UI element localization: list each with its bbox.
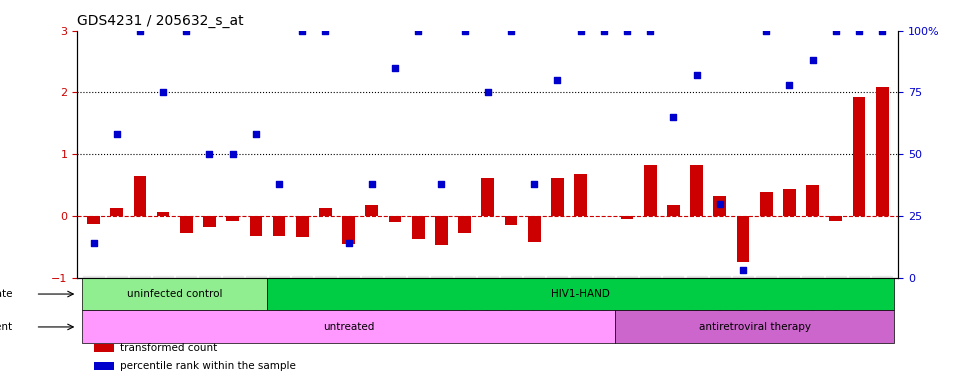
Bar [180, 216, 192, 233]
Bar [853, 98, 866, 216]
Bar [574, 174, 587, 216]
Point [202, 151, 217, 157]
Point [550, 77, 565, 83]
FancyBboxPatch shape [268, 278, 894, 311]
Point [781, 82, 797, 88]
Bar [737, 216, 750, 262]
Bar [365, 205, 379, 216]
Point [86, 240, 101, 246]
Point [874, 28, 890, 34]
Text: HIV1-HAND: HIV1-HAND [552, 289, 611, 299]
Bar [249, 216, 262, 236]
FancyBboxPatch shape [82, 278, 268, 311]
Bar [504, 216, 518, 225]
Point [596, 28, 611, 34]
Bar [272, 216, 286, 236]
Text: uninfected control: uninfected control [127, 289, 222, 299]
Bar [388, 216, 402, 222]
Text: agent: agent [0, 322, 13, 332]
Point [805, 57, 820, 63]
Point [712, 200, 727, 207]
Bar [690, 165, 703, 216]
Text: percentile rank within the sample: percentile rank within the sample [120, 361, 296, 371]
Text: disease state: disease state [0, 289, 13, 299]
Point [295, 28, 310, 34]
Bar [94, 362, 114, 371]
Bar [527, 216, 541, 242]
Bar [458, 216, 471, 233]
Point [156, 89, 171, 96]
Bar [87, 216, 99, 224]
Bar [667, 205, 680, 216]
Point [828, 28, 843, 34]
Bar [94, 344, 114, 352]
Point [573, 28, 588, 34]
Bar [807, 185, 819, 216]
Point [851, 28, 867, 34]
Text: untreated: untreated [323, 322, 375, 332]
Bar [643, 165, 657, 216]
Point [619, 28, 635, 34]
Point [503, 28, 519, 34]
Bar [620, 216, 634, 219]
Bar [435, 216, 448, 245]
Point [387, 65, 403, 71]
Text: GDS4231 / 205632_s_at: GDS4231 / 205632_s_at [77, 14, 243, 28]
Text: antiretroviral therapy: antiretroviral therapy [698, 322, 810, 332]
Point [109, 131, 125, 137]
Point [735, 267, 751, 273]
Bar [760, 192, 773, 216]
FancyBboxPatch shape [615, 311, 894, 343]
Bar [342, 216, 355, 243]
Point [225, 151, 241, 157]
Point [666, 114, 681, 120]
Bar [830, 216, 842, 221]
Bar [876, 88, 889, 216]
FancyBboxPatch shape [82, 311, 615, 343]
Point [758, 28, 774, 34]
Bar [551, 177, 564, 216]
Bar [203, 216, 215, 227]
Point [341, 240, 356, 246]
Bar [296, 216, 309, 237]
Point [411, 28, 426, 34]
Point [434, 181, 449, 187]
Bar [156, 212, 169, 216]
Point [271, 181, 287, 187]
Point [179, 28, 194, 34]
Bar [412, 216, 425, 239]
Bar [110, 208, 123, 216]
Point [526, 181, 542, 187]
Point [689, 72, 704, 78]
Bar [783, 189, 796, 216]
Point [364, 181, 380, 187]
Point [642, 28, 658, 34]
Point [480, 89, 496, 96]
Bar [319, 209, 332, 216]
Text: transformed count: transformed count [120, 343, 217, 353]
Point [132, 28, 148, 34]
Bar [226, 216, 239, 221]
Bar [133, 176, 146, 216]
Bar [714, 196, 726, 216]
Point [457, 28, 472, 34]
Point [248, 131, 264, 137]
Point [318, 28, 333, 34]
Bar [481, 177, 495, 216]
